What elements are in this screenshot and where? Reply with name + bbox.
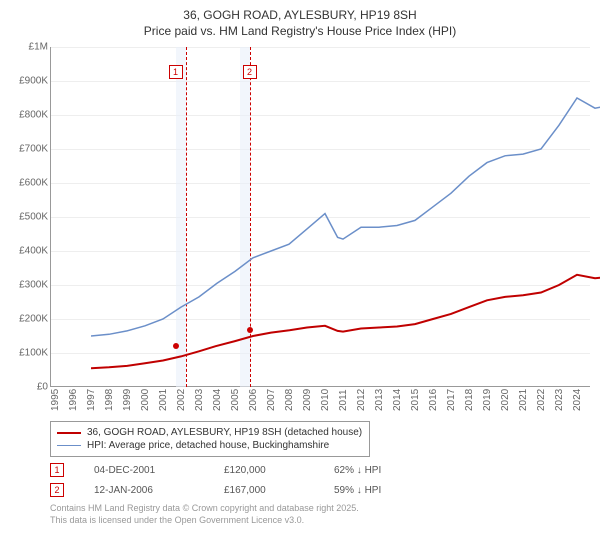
chart-area: £0 £100K £200K £300K £400K £500K £600K £700K £80… xyxy=(10,47,590,417)
plot-region: 12 xyxy=(50,47,590,387)
title-line2: Price paid vs. HM Land Registry's House … xyxy=(10,24,590,40)
sale-marker-box: 2 xyxy=(50,483,64,497)
y-axis-label: £100K xyxy=(10,348,48,359)
footer-line2: This data is licensed under the Open Gov… xyxy=(50,515,590,527)
footer-line1: Contains HM Land Registry data © Crown c… xyxy=(50,503,590,515)
chart-title: 36, GOGH ROAD, AYLESBURY, HP19 8SH Price… xyxy=(10,8,590,39)
legend-swatch xyxy=(57,445,81,447)
sale-dot xyxy=(247,327,253,333)
series-line xyxy=(91,275,600,369)
legend-swatch xyxy=(57,432,81,434)
sale-pct: 59% ↓ HPI xyxy=(334,485,381,496)
sale-marker-box: 1 xyxy=(50,463,64,477)
y-axis-label: £800K xyxy=(10,110,48,121)
sale-marker: 2 xyxy=(243,65,257,79)
y-axis-label: £300K xyxy=(10,280,48,291)
legend-text: HPI: Average price, detached house, Buck… xyxy=(87,440,329,451)
y-axis-label: £500K xyxy=(10,212,48,223)
y-axis-label: £1M xyxy=(10,42,48,53)
legend-row: HPI: Average price, detached house, Buck… xyxy=(57,439,363,452)
footer-attribution: Contains HM Land Registry data © Crown c… xyxy=(50,503,590,526)
sale-date: 12-JAN-2006 xyxy=(94,485,194,496)
sale-row: 1 04-DEC-2001 £120,000 62% ↓ HPI xyxy=(50,463,590,477)
legend-text: 36, GOGH ROAD, AYLESBURY, HP19 8SH (deta… xyxy=(87,427,362,438)
sale-pct: 62% ↓ HPI xyxy=(334,465,381,476)
series-line xyxy=(91,98,600,336)
y-axis-label: £400K xyxy=(10,246,48,257)
x-axis-label: 2024 xyxy=(572,389,596,411)
sale-row: 2 12-JAN-2006 £167,000 59% ↓ HPI xyxy=(50,483,590,497)
y-axis-label: £200K xyxy=(10,314,48,325)
y-axis-label: £900K xyxy=(10,76,48,87)
sale-date: 04-DEC-2001 xyxy=(94,465,194,476)
y-axis-label: £700K xyxy=(10,144,48,155)
y-axis-label: £600K xyxy=(10,178,48,189)
sale-dot xyxy=(173,343,179,349)
legend-row: 36, GOGH ROAD, AYLESBURY, HP19 8SH (deta… xyxy=(57,426,363,439)
sale-price: £167,000 xyxy=(224,485,304,496)
legend-box: 36, GOGH ROAD, AYLESBURY, HP19 8SH (deta… xyxy=(50,421,370,457)
title-line1: 36, GOGH ROAD, AYLESBURY, HP19 8SH xyxy=(10,8,590,24)
sale-marker: 1 xyxy=(169,65,183,79)
y-axis-label: £0 xyxy=(10,382,48,393)
sale-price: £120,000 xyxy=(224,465,304,476)
